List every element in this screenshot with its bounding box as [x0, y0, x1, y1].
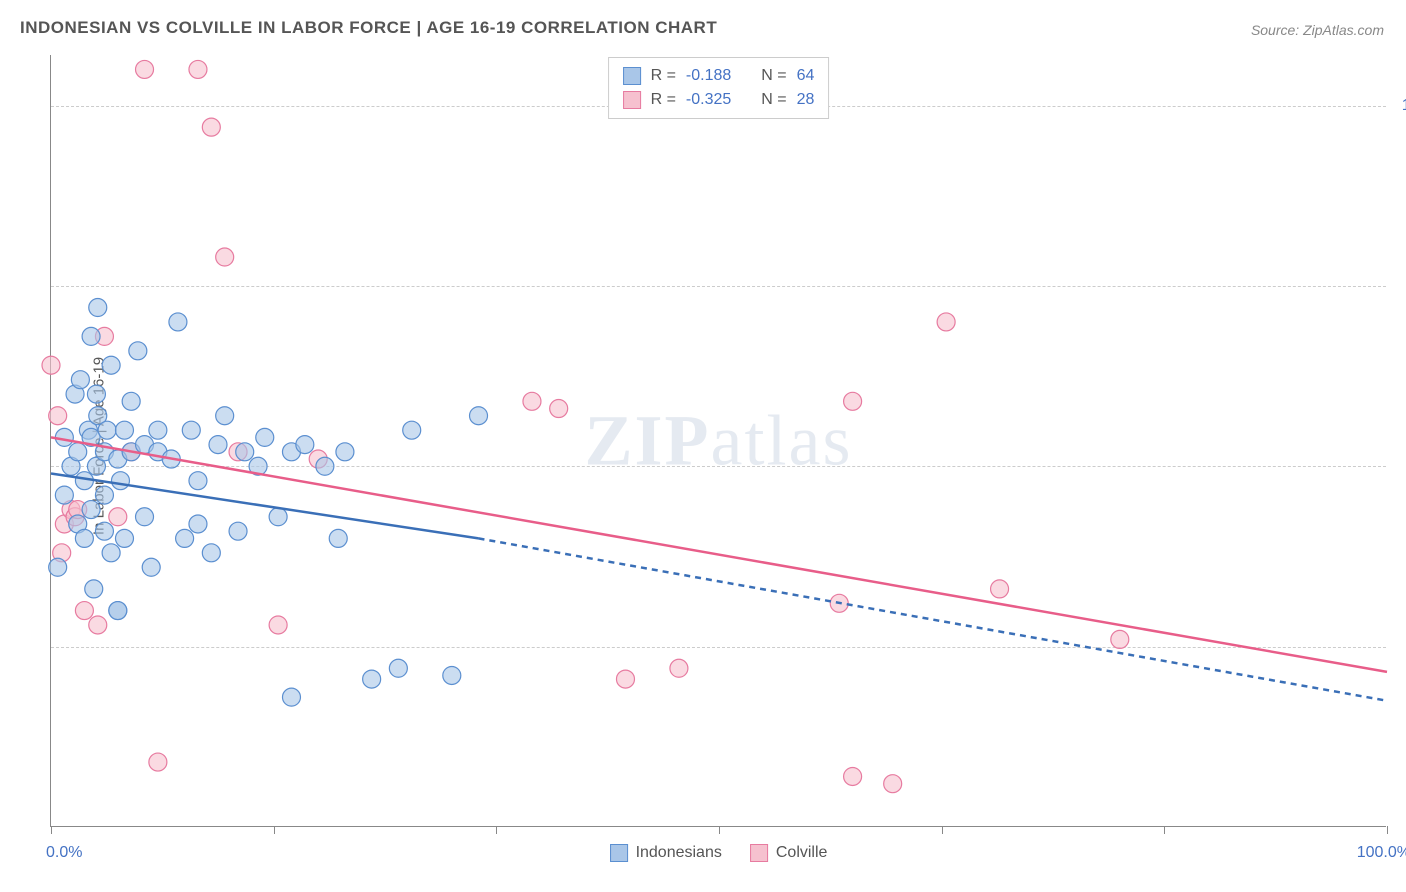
x-tick [51, 826, 52, 834]
legend-item-indonesians: Indonesians [610, 844, 722, 862]
scatter-point [142, 558, 160, 576]
scatter-point [269, 616, 287, 634]
scatter-point [202, 544, 220, 562]
scatter-point [49, 407, 67, 425]
scatter-point [470, 407, 488, 425]
scatter-point [523, 392, 541, 410]
scatter-point [236, 443, 254, 461]
scatter-point [189, 515, 207, 533]
scatter-point [115, 529, 133, 547]
scatter-point [95, 522, 113, 540]
scatter-point [102, 544, 120, 562]
scatter-point [75, 529, 93, 547]
scatter-point [550, 400, 568, 418]
x-tick [1387, 826, 1388, 834]
scatter-point [329, 529, 347, 547]
scatter-point [49, 558, 67, 576]
plot-area: ZIPatlas 25.0%50.0%75.0%100.0% 0.0% 100.… [50, 55, 1386, 827]
scatter-point [1111, 630, 1129, 648]
scatter-point [109, 508, 127, 526]
scatter-point [937, 313, 955, 331]
scatter-point [991, 580, 1009, 598]
scatter-point [69, 443, 87, 461]
scatter-point [176, 529, 194, 547]
legend-label-indonesians: Indonesians [636, 844, 722, 862]
scatter-point [109, 602, 127, 620]
y-tick-label: 25.0% [1396, 638, 1406, 656]
scatter-point [182, 421, 200, 439]
scatter-point [122, 392, 140, 410]
scatter-point [336, 443, 354, 461]
scatter-point [316, 457, 334, 475]
x-tick [942, 826, 943, 834]
scatter-point [844, 392, 862, 410]
legend-label-colville: Colville [776, 844, 828, 862]
scatter-point [844, 767, 862, 785]
indonesians-swatch-icon [610, 844, 628, 862]
scatter-point [55, 486, 73, 504]
scatter-point [169, 313, 187, 331]
scatter-point [209, 436, 227, 454]
trend-line [51, 437, 1387, 671]
scatter-point [85, 580, 103, 598]
scatter-point [363, 670, 381, 688]
scatter-point [189, 60, 207, 78]
y-tick-label: 100.0% [1396, 97, 1406, 115]
trend-line [51, 473, 479, 538]
scatter-point [115, 421, 133, 439]
scatter-point [111, 472, 129, 490]
chart-title: INDONESIAN VS COLVILLE IN LABOR FORCE | … [20, 18, 717, 38]
scatter-point [389, 659, 407, 677]
scatter-point [189, 472, 207, 490]
scatter-point [216, 407, 234, 425]
scatter-point [216, 248, 234, 266]
scatter-point [256, 428, 274, 446]
scatter-point [403, 421, 421, 439]
scatter-point [42, 356, 60, 374]
scatter-point [75, 602, 93, 620]
scatter-point [670, 659, 688, 677]
scatter-point [149, 753, 167, 771]
x-tick [719, 826, 720, 834]
y-tick-label: 50.0% [1396, 457, 1406, 475]
scatter-point [82, 501, 100, 519]
trend-line [479, 538, 1387, 700]
series-legend: Indonesians Colville [610, 844, 828, 862]
scatter-point [95, 486, 113, 504]
scatter-point [616, 670, 634, 688]
scatter-point [296, 436, 314, 454]
scatter-point [884, 775, 902, 793]
chart-container: INDONESIAN VS COLVILLE IN LABOR FORCE | … [0, 0, 1406, 892]
x-tick [1164, 826, 1165, 834]
scatter-plot [51, 55, 1386, 826]
scatter-point [136, 60, 154, 78]
source-label: Source: ZipAtlas.com [1251, 22, 1384, 38]
scatter-point [82, 327, 100, 345]
scatter-point [229, 522, 247, 540]
scatter-point [89, 616, 107, 634]
scatter-point [129, 342, 147, 360]
scatter-point [269, 508, 287, 526]
scatter-point [136, 508, 154, 526]
x-tick-min: 0.0% [46, 844, 82, 862]
scatter-point [202, 118, 220, 136]
scatter-point [98, 421, 116, 439]
scatter-point [149, 421, 167, 439]
scatter-point [71, 371, 89, 389]
colville-swatch-icon [750, 844, 768, 862]
x-tick [496, 826, 497, 834]
scatter-point [282, 688, 300, 706]
x-tick-max: 100.0% [1357, 844, 1406, 862]
scatter-point [102, 356, 120, 374]
legend-item-colville: Colville [750, 844, 828, 862]
scatter-point [87, 385, 105, 403]
scatter-point [89, 299, 107, 317]
y-tick-label: 75.0% [1396, 277, 1406, 295]
scatter-point [443, 666, 461, 684]
x-tick [274, 826, 275, 834]
